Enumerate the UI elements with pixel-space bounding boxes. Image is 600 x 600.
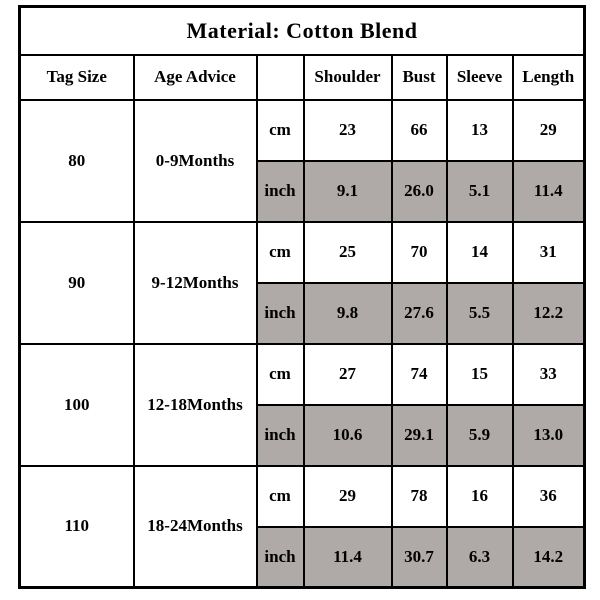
shoulder-cm-value: 23: [302, 98, 393, 162]
tag-size-cell: 80: [18, 98, 135, 223]
table-title: Material: Cotton Blend: [18, 5, 586, 56]
sleeve-inch-value: 5.1: [445, 159, 514, 223]
unit-label-cm: cm: [255, 220, 305, 284]
unit-label-cm: cm: [255, 342, 305, 406]
length-cm-value: 31: [511, 220, 586, 284]
sleeve-cm-value: 13: [445, 98, 514, 162]
col-header-bust: Bust: [390, 53, 448, 101]
col-header-shoulder: Shoulder: [302, 53, 393, 101]
title-row: Material: Cotton Blend: [18, 5, 586, 56]
shoulder-cm-value: 25: [302, 220, 393, 284]
shoulder-cm-value: 29: [302, 464, 393, 528]
bust-inch-value: 27.6: [390, 281, 448, 345]
sleeve-inch-value: 6.3: [445, 525, 514, 589]
sleeve-inch-value: 5.5: [445, 281, 514, 345]
shoulder-inch-value: 10.6: [302, 403, 393, 467]
size-100-inch-row: inch 10.6 29.1 5.9 13.0: [20, 403, 586, 467]
length-cm-value: 36: [511, 464, 586, 528]
tag-size-cell: 110: [18, 464, 135, 589]
header-row: Tag Size Age Advice Shoulder Bust Sleeve…: [18, 53, 586, 101]
shoulder-inch-value: 11.4: [302, 525, 393, 589]
bust-cm-value: 74: [390, 342, 448, 406]
sleeve-cm-value: 15: [445, 342, 514, 406]
size-chart-table: Material: Cotton Blend Tag Size Age Advi…: [18, 5, 587, 589]
unit-label-cm: cm: [255, 464, 305, 528]
size-80-inch-row: inch 9.1 26.0 5.1 11.4: [20, 159, 586, 223]
age-advice-cell: 0-9Months: [132, 98, 258, 223]
size-90-inch-row: inch 9.8 27.6 5.5 12.2: [20, 281, 586, 345]
col-header-length: Length: [511, 53, 586, 101]
length-inch-value: 12.2: [511, 281, 586, 345]
sleeve-cm-value: 16: [445, 464, 514, 528]
col-header-unit: [255, 53, 305, 101]
bust-cm-value: 78: [390, 464, 448, 528]
unit-label-inch: inch: [255, 281, 305, 345]
bust-cm-value: 70: [390, 220, 448, 284]
age-advice-cell: 12-18Months: [132, 342, 258, 467]
length-inch-value: 13.0: [511, 403, 586, 467]
length-inch-value: 14.2: [511, 525, 586, 589]
col-header-sleeve: Sleeve: [445, 53, 514, 101]
sleeve-cm-value: 14: [445, 220, 514, 284]
col-header-age-advice: Age Advice: [132, 53, 258, 101]
age-advice-cell: 18-24Months: [132, 464, 258, 589]
bust-inch-value: 29.1: [390, 403, 448, 467]
bust-inch-value: 26.0: [390, 159, 448, 223]
shoulder-inch-value: 9.1: [302, 159, 393, 223]
size-110-inch-row: inch 11.4 30.7 6.3 14.2: [20, 525, 586, 589]
bust-inch-value: 30.7: [390, 525, 448, 589]
size-80-cm-row: 80 0-9Months cm 23 66 13 29: [18, 98, 586, 223]
length-cm-value: 33: [511, 342, 586, 406]
length-inch-value: 11.4: [511, 159, 586, 223]
unit-label-inch: inch: [255, 403, 305, 467]
tag-size-cell: 100: [18, 342, 135, 467]
size-100-cm-row: 100 12-18Months cm 27 74 15 33: [18, 342, 586, 467]
size-90-cm-row: 90 9-12Months cm 25 70 14 31: [18, 220, 586, 345]
unit-label-inch: inch: [255, 159, 305, 223]
length-cm-value: 29: [511, 98, 586, 162]
sleeve-inch-value: 5.9: [445, 403, 514, 467]
unit-label-inch: inch: [255, 525, 305, 589]
shoulder-inch-value: 9.8: [302, 281, 393, 345]
bust-cm-value: 66: [390, 98, 448, 162]
unit-label-cm: cm: [255, 98, 305, 162]
col-header-tag-size: Tag Size: [18, 53, 135, 101]
shoulder-cm-value: 27: [302, 342, 393, 406]
tag-size-cell: 90: [18, 220, 135, 345]
size-110-cm-row: 110 18-24Months cm 29 78 16 36: [18, 464, 586, 589]
age-advice-cell: 9-12Months: [132, 220, 258, 345]
